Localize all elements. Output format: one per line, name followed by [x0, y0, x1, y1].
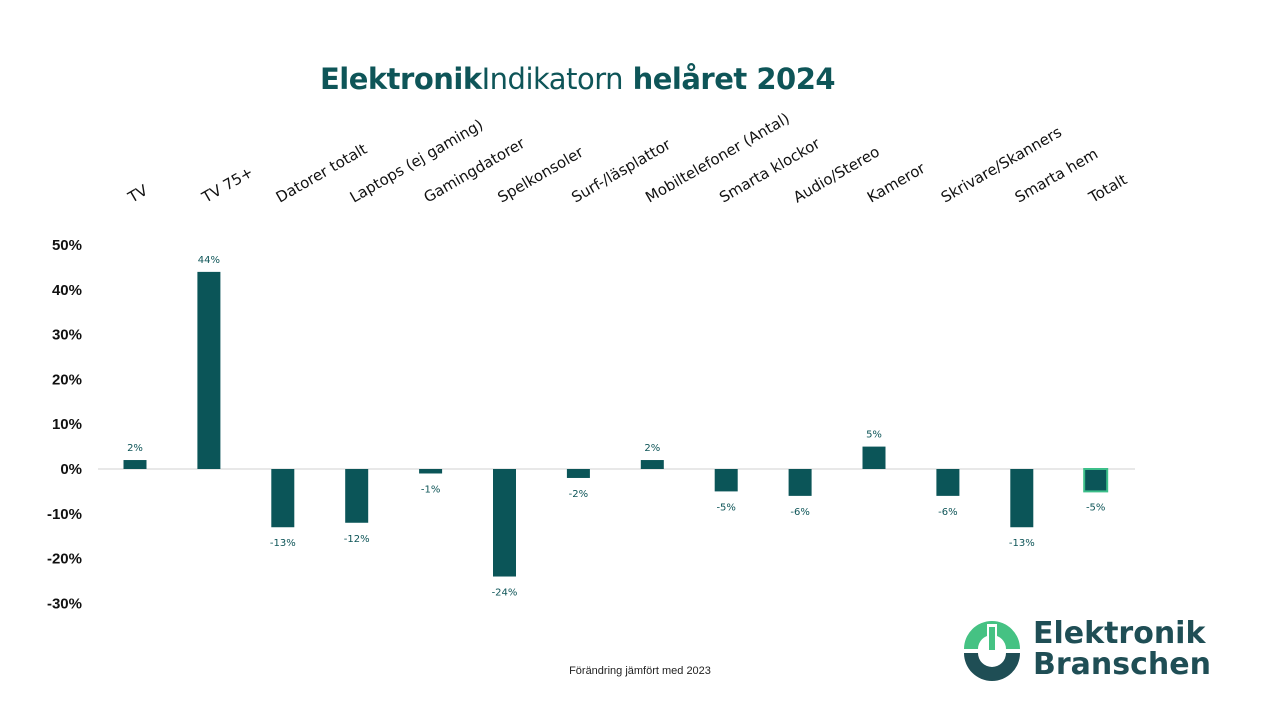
bar-smarta-hem [1010, 469, 1034, 528]
data-label: 44% [198, 255, 220, 266]
bar-kameror [862, 446, 886, 469]
bar-audio-stereo [788, 469, 812, 496]
category-label: Laptops (ej gaming) [347, 116, 486, 207]
y-tick-label: 0% [60, 461, 82, 478]
data-label: 2% [644, 443, 660, 454]
y-tick-label: -30% [47, 595, 82, 612]
bar-spelkonsoler [493, 469, 516, 577]
data-label: -5% [716, 502, 735, 513]
data-label: -6% [790, 507, 809, 518]
title-part-regular: Indikatorn [481, 62, 624, 96]
y-tick-label: 50% [52, 237, 82, 254]
bar-totalt [1083, 468, 1109, 493]
logo-text: Elektronik Branschen [1033, 618, 1211, 680]
bar-laptops-ej-gaming- [345, 469, 369, 523]
data-label: -5% [1086, 502, 1105, 513]
power-logo-icon [964, 621, 1020, 681]
data-label: -13% [1009, 538, 1035, 549]
data-label: -13% [270, 538, 296, 549]
data-label: -1% [421, 484, 440, 495]
data-label: 5% [866, 430, 882, 441]
y-tick-label: 20% [52, 371, 82, 388]
title-part-bold: Elektronik [319, 62, 482, 96]
category-label: TV 75+ [198, 163, 256, 207]
title-part-year: helåret 2024 [622, 62, 836, 96]
bar-gamingdatorer [419, 469, 443, 474]
logo-line2: Branschen [1033, 647, 1211, 682]
x-axis-label: Förändring jämfört med 2023 [569, 665, 711, 677]
data-label: -6% [938, 507, 957, 518]
bar-tv [123, 460, 147, 469]
y-tick-label: 10% [52, 416, 82, 433]
bar-tv-75- [197, 271, 221, 469]
bar-datorer-totalt [271, 469, 295, 528]
y-tick-label: -20% [47, 551, 82, 568]
bar-smarta-klockor [714, 469, 738, 492]
data-label: 2% [127, 443, 143, 454]
elektronikbranschen-logo: Elektronik Branschen [958, 618, 1228, 684]
bar-skrivare-skanners [936, 469, 960, 496]
data-label: -24% [492, 588, 518, 599]
bar-mobiltelefoner-antal- [640, 460, 664, 469]
bar-surf-l-splattor [566, 469, 590, 478]
category-label: Kameror [864, 159, 929, 207]
data-label: -12% [344, 534, 370, 545]
chart-title: ElektronikIndikatorn helåret 2024 [0, 62, 1155, 96]
y-tick-label: -10% [47, 506, 82, 523]
category-label: TV [124, 181, 151, 207]
y-tick-label: 40% [52, 282, 82, 299]
category-label: Skrivare/Skanners [938, 123, 1065, 207]
y-tick-label: 30% [52, 327, 82, 344]
data-label: -2% [569, 489, 588, 500]
category-label: Totalt [1085, 170, 1130, 207]
logo-line1: Elektronik [1033, 616, 1206, 651]
